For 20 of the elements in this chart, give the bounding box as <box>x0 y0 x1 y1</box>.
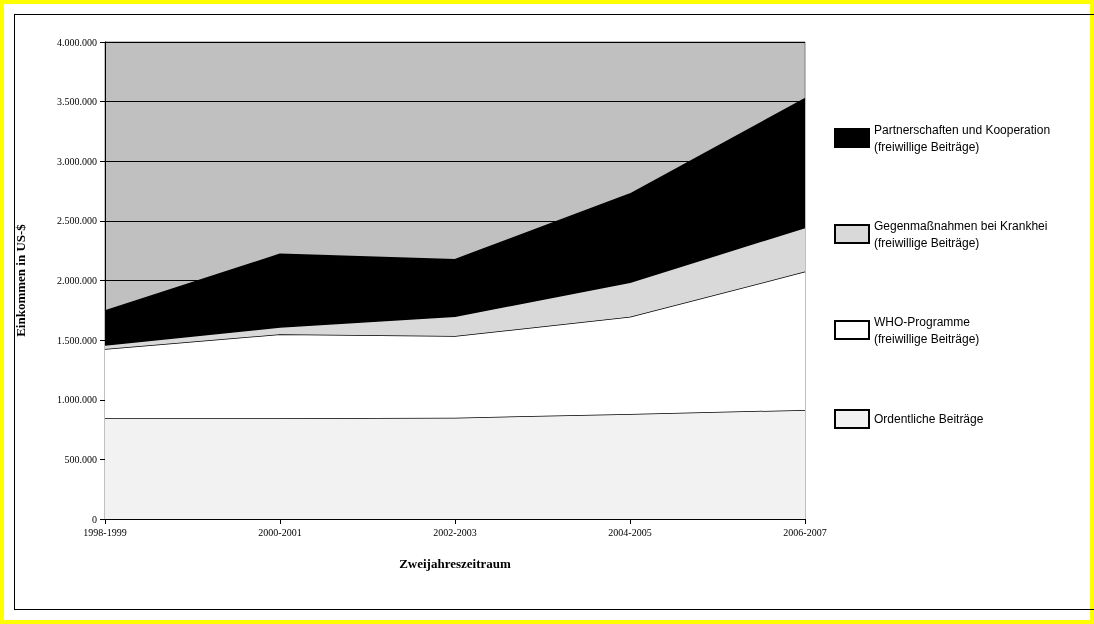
x-tick-label: 1998-1999 <box>83 526 127 538</box>
y-tick-label: 4.000.000 <box>57 36 97 48</box>
y-tick-label: 1.500.000 <box>57 334 97 346</box>
y-axis-title: Einkommen in US-$ <box>13 223 28 337</box>
x-tick-label: 2000-2001 <box>258 526 302 538</box>
y-tick-label: 3.000.000 <box>57 155 97 167</box>
x-tick-label: 2004-2005 <box>608 526 652 538</box>
legend-label: WHO-Programme (freiwillige Beiträge) <box>874 314 980 346</box>
legend-label: Gegenmaßnahmen bei Krankhei (freiwillige Beiträge) <box>874 218 1048 250</box>
x-tick-label: 2006-2007 <box>783 526 827 538</box>
y-tick-label: 2.000.000 <box>57 275 97 286</box>
y-tick-label: 2.500.000 <box>57 215 97 227</box>
y-tick-label: 1.000.000 <box>57 394 97 406</box>
y-tick-label: 0 <box>92 513 97 525</box>
x-axis-title: Zweijahreszeitraum <box>399 556 511 571</box>
legend-label: Ordentliche Beiträge <box>874 412 984 426</box>
y-tick-label: 500.000 <box>64 453 97 465</box>
x-tick-label: 2002-2003 <box>433 526 477 538</box>
y-tick-label: 3.500.000 <box>57 96 97 108</box>
legend-label: Partnerschaften und Kooperation (freiwillige Beiträge) <box>874 122 1051 154</box>
